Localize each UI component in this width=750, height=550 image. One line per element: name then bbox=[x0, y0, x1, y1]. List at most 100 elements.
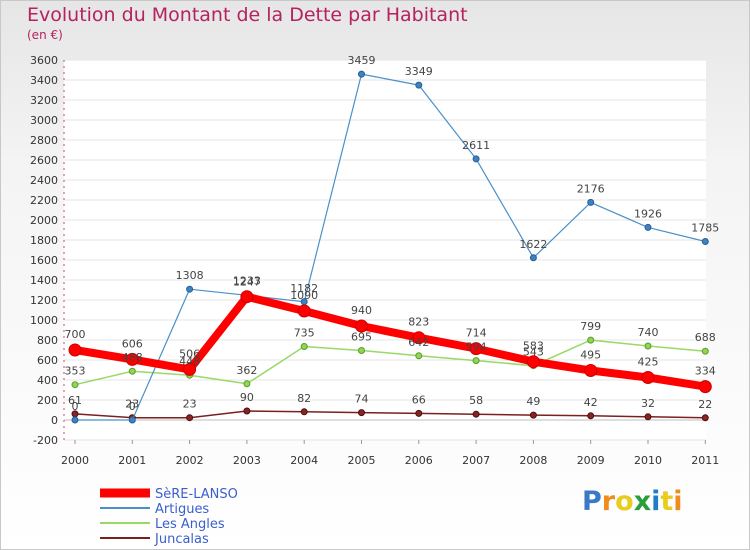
y-tick-label: 2800 bbox=[30, 134, 58, 147]
data-point bbox=[358, 70, 365, 78]
data-label: 90 bbox=[240, 391, 254, 404]
data-label: 425 bbox=[638, 356, 659, 369]
data-point bbox=[701, 347, 709, 355]
data-label: 1182 bbox=[290, 282, 318, 295]
x-tick-label: 2011 bbox=[691, 454, 719, 467]
y-tick-label: 800 bbox=[37, 334, 58, 347]
data-label: 61 bbox=[68, 394, 82, 407]
data-point bbox=[300, 343, 308, 350]
logo-letter: r bbox=[601, 486, 616, 517]
y-tick-label: -200 bbox=[33, 434, 58, 447]
data-point bbox=[472, 357, 480, 365]
data-point bbox=[469, 342, 483, 356]
series-s-re-lanso bbox=[68, 290, 712, 394]
data-label: 1090 bbox=[290, 289, 318, 302]
data-label: 0 bbox=[72, 400, 79, 413]
y-tick-label: 3200 bbox=[30, 94, 58, 107]
y-tick-label: 2200 bbox=[30, 194, 58, 207]
data-point bbox=[641, 371, 655, 384]
y-tick-label: 600 bbox=[37, 354, 58, 367]
data-label: 594 bbox=[466, 341, 487, 354]
data-label: 82 bbox=[297, 392, 311, 405]
x-tick-label: 2008 bbox=[519, 454, 547, 467]
y-tick-label: 1600 bbox=[30, 254, 58, 267]
data-point bbox=[698, 380, 712, 394]
proxiti-logo: Proxiti bbox=[582, 486, 683, 517]
data-point bbox=[529, 254, 537, 262]
data-label: 2611 bbox=[462, 139, 490, 152]
data-point bbox=[412, 331, 426, 345]
data-point bbox=[587, 336, 595, 344]
data-point bbox=[701, 238, 709, 245]
data-label: 2176 bbox=[577, 182, 605, 195]
logo-letter: i bbox=[673, 486, 683, 517]
data-label: 543 bbox=[523, 346, 544, 359]
data-point bbox=[584, 364, 598, 377]
data-label: 42 bbox=[584, 396, 598, 409]
data-point bbox=[186, 285, 194, 293]
data-label: 488 bbox=[122, 351, 143, 364]
data-label: 1622 bbox=[519, 238, 547, 251]
data-point bbox=[71, 381, 79, 389]
data-label: 1233 bbox=[233, 275, 261, 288]
data-label: 823 bbox=[408, 316, 429, 329]
legend-label: Juncalas bbox=[154, 532, 209, 547]
data-label: 799 bbox=[580, 320, 601, 333]
x-tick-label: 2001 bbox=[118, 454, 146, 467]
y-tick-label: 3600 bbox=[30, 54, 58, 67]
data-point bbox=[587, 412, 595, 420]
data-point bbox=[472, 155, 480, 163]
chart-subtitle: (en €) bbox=[27, 28, 63, 42]
data-label: 22 bbox=[698, 398, 712, 411]
y-tick-label: 1800 bbox=[30, 234, 58, 247]
y-tick-label: 2400 bbox=[30, 174, 58, 187]
data-label: 1926 bbox=[634, 207, 662, 220]
data-label: 606 bbox=[122, 337, 143, 350]
y-tick-label: 2600 bbox=[30, 154, 58, 167]
x-tick-label: 2000 bbox=[61, 454, 89, 467]
data-point bbox=[415, 409, 423, 417]
data-label: 362 bbox=[236, 364, 257, 377]
data-label: 58 bbox=[469, 394, 483, 407]
data-label: 23 bbox=[125, 398, 139, 411]
data-label: 1785 bbox=[691, 222, 719, 235]
data-label: 74 bbox=[355, 393, 369, 406]
logo-letter: i bbox=[651, 486, 661, 517]
data-label: 940 bbox=[351, 304, 372, 317]
data-point bbox=[240, 290, 254, 304]
data-point bbox=[243, 380, 251, 388]
series-line bbox=[71, 292, 710, 391]
data-label: 740 bbox=[638, 326, 659, 339]
data-label: 3349 bbox=[405, 65, 433, 78]
data-point bbox=[183, 362, 197, 376]
data-label: 506 bbox=[179, 347, 200, 360]
data-label: 714 bbox=[466, 327, 487, 340]
legend-label: Artigues bbox=[155, 502, 209, 517]
data-label: 688 bbox=[695, 331, 716, 344]
data-point bbox=[300, 408, 308, 416]
y-tick-label: 3400 bbox=[30, 74, 58, 87]
data-point bbox=[128, 416, 136, 424]
y-tick-label: 400 bbox=[37, 374, 58, 387]
x-tick-label: 2006 bbox=[405, 454, 433, 467]
logo-letter: P bbox=[582, 486, 602, 517]
data-label: 642 bbox=[408, 336, 429, 349]
data-label: 1308 bbox=[176, 269, 204, 282]
data-label: 1247 bbox=[233, 275, 261, 288]
data-point bbox=[358, 347, 365, 354]
x-tick-label: 2003 bbox=[233, 454, 261, 467]
data-label: 334 bbox=[695, 365, 716, 378]
data-point bbox=[125, 352, 139, 366]
data-label: 3459 bbox=[348, 54, 376, 67]
data-label: 735 bbox=[294, 327, 315, 340]
y-tick-label: 2000 bbox=[30, 214, 58, 227]
x-tick-label: 2004 bbox=[290, 454, 318, 467]
data-point bbox=[526, 355, 540, 369]
data-point bbox=[644, 413, 652, 421]
y-tick-label: 3000 bbox=[30, 114, 58, 127]
data-point bbox=[644, 223, 652, 231]
data-point bbox=[644, 342, 652, 350]
data-point bbox=[186, 414, 194, 422]
x-tick-label: 2010 bbox=[634, 454, 662, 467]
